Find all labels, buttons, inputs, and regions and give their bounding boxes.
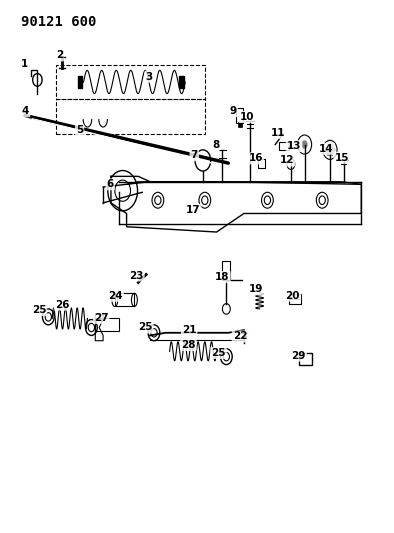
- Bar: [78, 76, 82, 88]
- Text: 23: 23: [129, 271, 143, 280]
- Text: 15: 15: [335, 153, 349, 163]
- Bar: [238, 122, 242, 126]
- Bar: [299, 353, 312, 365]
- Text: 5: 5: [76, 125, 83, 135]
- Text: 2: 2: [56, 51, 63, 60]
- Text: 19: 19: [249, 284, 263, 294]
- Text: 4: 4: [22, 106, 29, 116]
- Circle shape: [301, 140, 308, 149]
- Text: 16: 16: [249, 154, 263, 163]
- Text: 13: 13: [287, 141, 301, 151]
- Bar: [289, 294, 301, 304]
- Text: 6: 6: [106, 179, 114, 189]
- Text: 11: 11: [270, 128, 285, 138]
- Text: 26: 26: [55, 300, 69, 310]
- Bar: [223, 261, 230, 280]
- Bar: [115, 293, 134, 306]
- Text: 7: 7: [191, 150, 198, 160]
- Text: 22: 22: [233, 332, 247, 342]
- Bar: [56, 100, 205, 134]
- Bar: [236, 109, 243, 123]
- Text: 90121 600: 90121 600: [21, 14, 96, 29]
- Text: 18: 18: [215, 272, 230, 282]
- Bar: [179, 76, 184, 88]
- Text: 29: 29: [292, 351, 306, 361]
- Bar: [56, 65, 205, 100]
- Text: 27: 27: [94, 313, 108, 323]
- Text: 20: 20: [286, 290, 300, 301]
- Text: 21: 21: [182, 325, 197, 335]
- Text: 14: 14: [319, 144, 334, 154]
- Polygon shape: [325, 144, 335, 155]
- Text: 1: 1: [21, 59, 28, 69]
- Text: 8: 8: [212, 140, 219, 150]
- Text: 10: 10: [240, 112, 254, 122]
- Text: 28: 28: [181, 340, 196, 350]
- Text: 9: 9: [230, 106, 237, 116]
- Text: 25: 25: [211, 348, 226, 358]
- Text: 25: 25: [32, 305, 46, 315]
- Text: 24: 24: [108, 290, 123, 301]
- Text: 3: 3: [146, 71, 153, 82]
- Bar: [279, 142, 289, 150]
- Bar: [95, 318, 119, 331]
- Bar: [258, 159, 265, 168]
- Text: 25: 25: [138, 322, 152, 333]
- Text: 17: 17: [186, 205, 201, 215]
- Text: 12: 12: [280, 156, 294, 165]
